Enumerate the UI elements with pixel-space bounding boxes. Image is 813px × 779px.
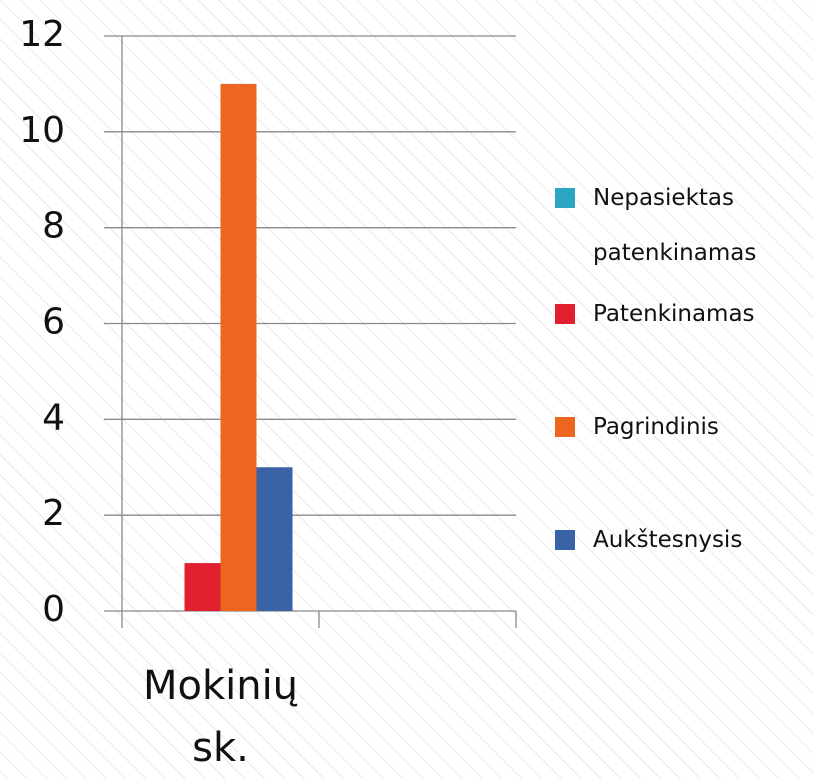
legend-swatch: [555, 530, 575, 550]
bar: [184, 563, 221, 611]
legend-label: Aukštesnysis: [593, 527, 743, 553]
plot: 0 2 4 6 8 10 12: [19, 14, 517, 630]
legend-label: Pagrindinis: [593, 414, 719, 440]
legend-label: Nepasiektas patenkinamas: [593, 185, 757, 266]
y-tick-label: 0: [42, 589, 65, 630]
legend-swatch: [555, 304, 575, 324]
x-tick-label: Mokinių sk.: [142, 663, 299, 771]
legend-label: Patenkinamas: [593, 301, 755, 327]
y-tick-label: 4: [42, 397, 65, 438]
legend-swatch: [555, 188, 575, 208]
legend-swatch: [555, 417, 575, 437]
y-tick-label: 12: [19, 14, 65, 55]
bar: [220, 83, 257, 611]
y-tick-label: 8: [42, 206, 65, 247]
y-tick-label: 10: [19, 110, 65, 151]
y-tick-label: 2: [42, 493, 65, 534]
bar: [256, 467, 293, 611]
y-tick-label: 6: [42, 302, 65, 343]
